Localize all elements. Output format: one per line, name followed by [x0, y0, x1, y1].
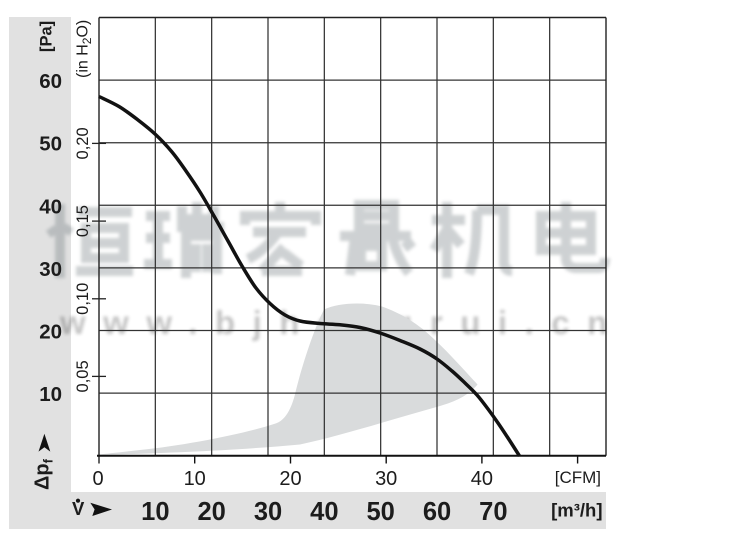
svg-text:30: 30	[375, 468, 397, 490]
svg-text:0,15: 0,15	[74, 205, 92, 237]
svg-text:70: 70	[479, 498, 507, 526]
svg-text:20: 20	[39, 321, 62, 344]
svg-text:10: 10	[184, 468, 206, 490]
svg-text:10: 10	[141, 498, 169, 526]
svg-text:(in H2O): (in H2O)	[75, 20, 95, 78]
svg-text:30: 30	[39, 258, 62, 281]
svg-text:10: 10	[39, 383, 62, 406]
svg-text:V: V	[72, 498, 85, 519]
svg-text:40: 40	[310, 498, 338, 526]
svg-text:[Pa]: [Pa]	[38, 21, 56, 52]
svg-text:0,20: 0,20	[74, 127, 92, 159]
svg-text:50: 50	[39, 133, 62, 156]
svg-text:60: 60	[423, 498, 451, 526]
svg-text:60: 60	[39, 70, 62, 93]
svg-text:20: 20	[279, 468, 301, 490]
svg-text:40: 40	[39, 195, 62, 218]
svg-text:0,10: 0,10	[74, 283, 92, 315]
svg-text:20: 20	[197, 498, 225, 526]
svg-text:[CFM]: [CFM]	[555, 468, 601, 487]
svg-text:30: 30	[254, 498, 282, 526]
svg-text:Δpf: Δpf	[32, 458, 56, 490]
svg-text:[m³/h]: [m³/h]	[551, 500, 602, 521]
svg-text:40: 40	[471, 468, 493, 490]
svg-text:50: 50	[366, 498, 394, 526]
svg-text:0,05: 0,05	[74, 360, 92, 392]
svg-text:0: 0	[92, 468, 103, 490]
